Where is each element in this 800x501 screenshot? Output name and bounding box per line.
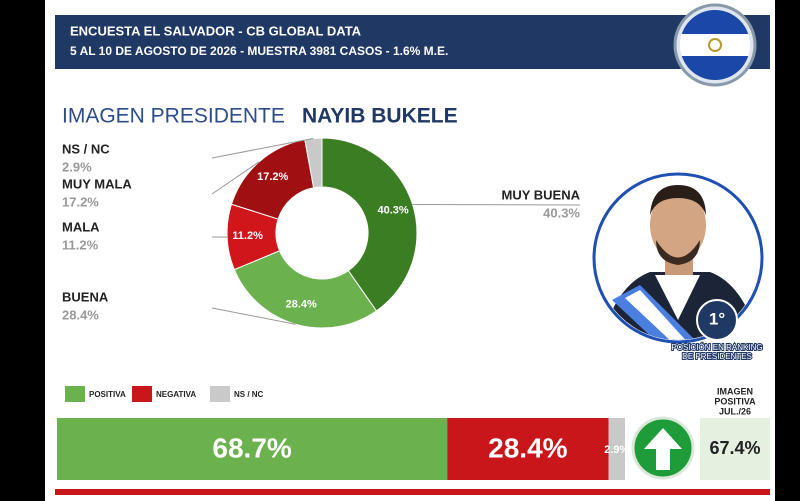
leader-line [211, 307, 296, 325]
category-value: 40.3% [543, 205, 580, 220]
comparison-label: POSITIVA [714, 396, 756, 406]
leader-line [211, 161, 260, 195]
category-value: 28.4% [62, 307, 99, 322]
leader-line [211, 137, 314, 159]
segment-label: 11.2% [232, 230, 263, 242]
category-label: MUY BUENA [502, 187, 581, 202]
category-value: 17.2% [62, 194, 99, 209]
legend-label: POSITIVA [89, 390, 126, 399]
category-value: 2.9% [62, 159, 92, 174]
legend-swatch [132, 386, 152, 402]
legend-swatch [210, 386, 230, 402]
portrait [592, 172, 764, 344]
donut-segment [321, 137, 418, 312]
footer-line [55, 489, 770, 495]
legend-label: NEGATIVA [156, 390, 196, 399]
bar-label: 2.9% [604, 444, 629, 456]
category-label: NS / NC [62, 141, 110, 156]
comparison-label: IMAGEN [717, 386, 753, 396]
leader-line [412, 203, 581, 206]
comparison-box [700, 418, 770, 480]
comparison-value: 67.4% [709, 438, 760, 458]
flag [673, 3, 757, 87]
segment-label: 40.3% [377, 205, 408, 217]
bar-segment [57, 418, 448, 480]
bar-segment [608, 418, 625, 480]
donut-segment [233, 250, 378, 329]
legend-swatch [65, 386, 85, 402]
category-label: MUY MALA [62, 176, 132, 191]
segment-label: 17.2% [257, 171, 288, 183]
header-title: ENCUESTA EL SALVADOR - CB GLOBAL DATA [70, 23, 362, 38]
category-label: BUENA [62, 289, 109, 304]
bar-segment [447, 418, 609, 480]
bar-label: 68.7% [212, 432, 291, 463]
ranking-caption: POSICIÓN EN RANKING [671, 343, 762, 352]
segment-label: 28.4% [286, 298, 317, 310]
legend-label: NS / NC [234, 390, 264, 399]
ranking-caption: DE PRESIDENTES [682, 352, 752, 361]
header-bar [55, 15, 770, 69]
bar-label: 28.4% [488, 432, 567, 463]
category-value: 11.2% [62, 237, 99, 252]
ranking-position: 1° [709, 309, 725, 328]
comparison-label: JUL./26 [719, 406, 751, 416]
category-label: MALA [62, 219, 100, 234]
header-subtitle: 5 AL 10 DE AGOSTO DE 2026 - MUESTRA 3981… [70, 44, 448, 58]
chart-title: IMAGEN PRESIDENTE [62, 105, 285, 128]
up-arrow [644, 428, 682, 470]
chart-subtitle: NAYIB BUKELE [302, 105, 458, 128]
